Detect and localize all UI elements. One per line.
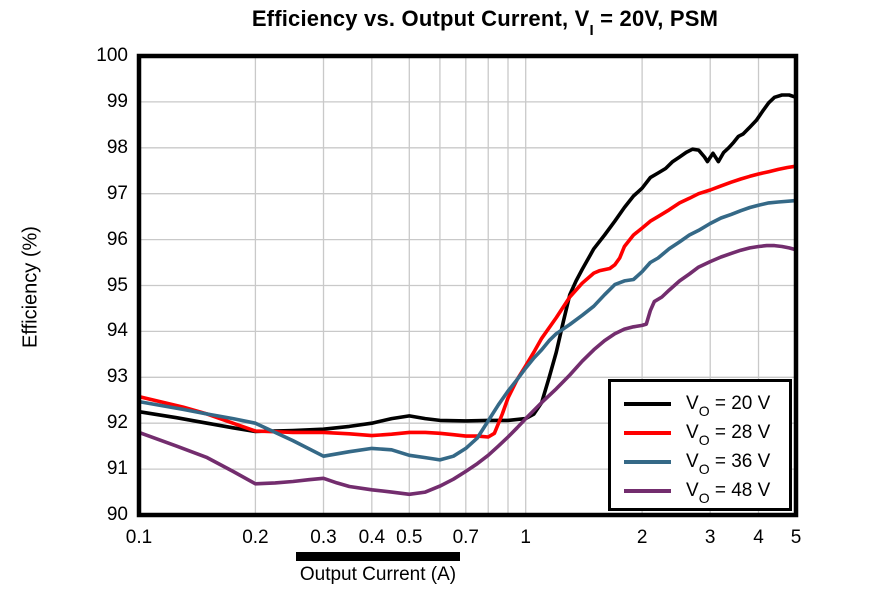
legend-label: VO = 48 V (686, 479, 771, 507)
legend-line-sample (624, 430, 671, 435)
y-tick-label: 93 (106, 366, 128, 388)
x-axis-title: Output Current (A) (299, 564, 457, 585)
legend: VO = 20 V VO = 28 V VO = 36 V VO = 48 V (608, 379, 792, 511)
legend-label: VO = 36 V (686, 450, 771, 478)
series-line-vo-36-v (138, 198, 797, 462)
legend-label: VO = 20 V (686, 392, 771, 420)
y-tick-label: 98 (106, 136, 128, 158)
y-tick-label: 90 (106, 504, 128, 525)
x-tick-label: 0.7 (452, 527, 479, 548)
series-line-vo-48-v (138, 243, 797, 497)
y-tick-label: 95 (106, 274, 128, 296)
y-tick-label: 99 (106, 90, 128, 112)
x-tick-label: 0.3 (310, 527, 337, 548)
x-tick-label: 5 (790, 527, 802, 548)
legend-item: VO = 36 V (611, 447, 789, 476)
x-tick-label: 4 (753, 527, 764, 548)
x-tick-label: 3 (704, 527, 716, 548)
y-tick-label: 91 (106, 458, 128, 480)
x-tick-label: 0.4 (358, 527, 386, 548)
black-highlight-bar (296, 552, 460, 561)
y-tick-label: 97 (106, 182, 128, 204)
series-line-vo-28-v (138, 164, 797, 439)
legend-item: VO = 20 V (611, 389, 789, 418)
y-tick-label: 92 (106, 412, 128, 434)
plot-frame (136, 53, 799, 518)
x-tick-label: 2 (636, 527, 648, 548)
legend-item: VO = 48 V (611, 476, 789, 505)
legend-line-sample (624, 488, 671, 493)
legend-line-sample (624, 401, 671, 406)
chart-title: Efficiency vs. Output Current, VI = 20V,… (90, 6, 880, 38)
y-tick-label: 96 (106, 228, 128, 250)
y-tick-label: 94 (106, 320, 128, 342)
legend-label: VO = 28 V (686, 421, 771, 449)
legend-item: VO = 28 V (611, 418, 789, 447)
chart-title-text: Efficiency vs. Output Current, V (251, 6, 590, 31)
y-tick-label: 100 (96, 45, 128, 66)
series-line-vo-20-v (138, 93, 797, 434)
x-tick-label: 0.2 (242, 527, 269, 548)
chart-title-subscript: I (589, 22, 594, 40)
x-tick-label: 0.1 (125, 527, 153, 548)
chart-title-text-after: = 20V, PSM (593, 6, 719, 31)
x-tick-label: 1 (520, 527, 531, 548)
x-tick-label: 0.5 (396, 527, 423, 548)
legend-line-sample (624, 459, 671, 464)
